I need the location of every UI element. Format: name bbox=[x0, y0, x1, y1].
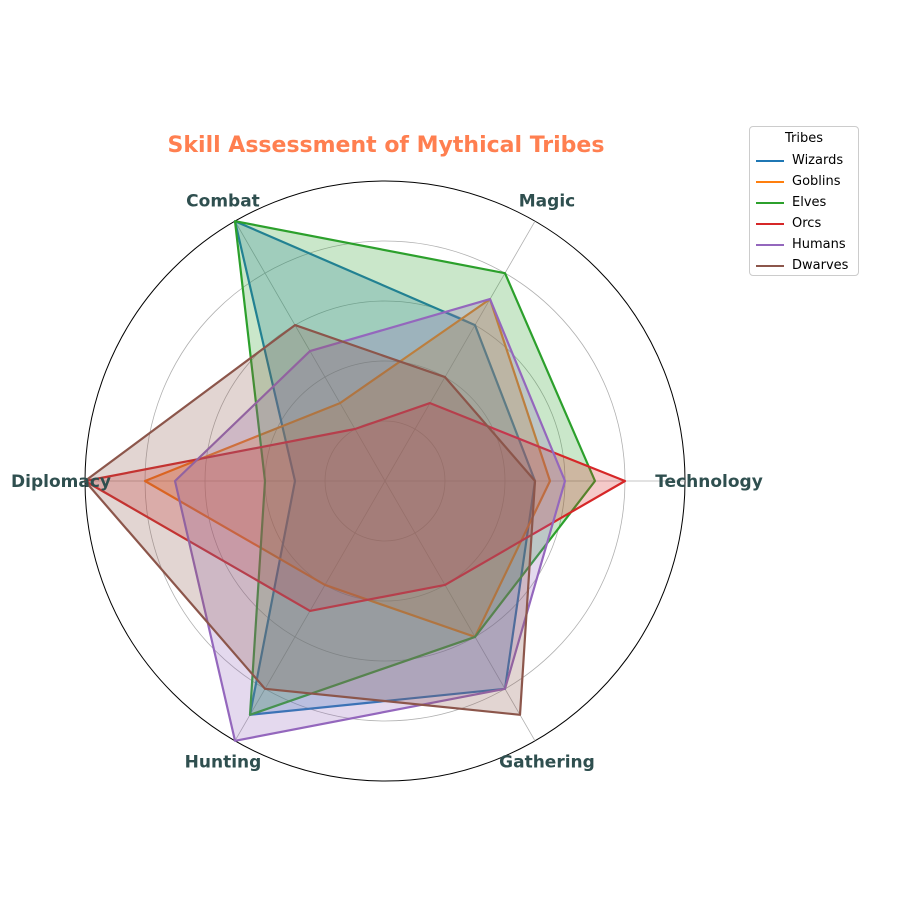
axis-label-diplomacy: Diplomacy bbox=[11, 472, 111, 492]
axis-labels: Technology Magic Combat Diplomacy Hunting Gat… bbox=[11, 191, 763, 772]
legend-item-elves: Elves bbox=[756, 192, 852, 213]
legend-label: Goblins bbox=[792, 174, 841, 189]
legend-swatch bbox=[756, 264, 784, 267]
legend-item-goblins: Goblins bbox=[756, 171, 852, 192]
legend-label: Humans bbox=[792, 237, 846, 252]
chart-title: Skill Assessment of Mythical Tribes bbox=[168, 133, 605, 158]
legend-swatch bbox=[756, 180, 784, 183]
axis-label-magic: Magic bbox=[519, 191, 575, 211]
legend-label: Elves bbox=[792, 195, 827, 210]
legend-swatch bbox=[756, 159, 784, 162]
legend-items: Wizards Goblins Elves Orcs Humans Dwarves bbox=[756, 150, 852, 276]
legend-item-wizards: Wizards bbox=[756, 150, 852, 171]
legend-item-dwarves: Dwarves bbox=[756, 255, 852, 276]
series-elves bbox=[233, 220, 597, 716]
legend-label: Dwarves bbox=[792, 258, 849, 273]
legend-label: Wizards bbox=[792, 153, 844, 168]
series-dwarves bbox=[83, 324, 537, 716]
axis-spoke bbox=[384, 480, 536, 742]
legend-swatch bbox=[756, 222, 784, 225]
legend-item-humans: Humans bbox=[756, 234, 852, 255]
legend-label: Orcs bbox=[792, 216, 822, 231]
legend-swatch bbox=[756, 243, 784, 246]
axis-label-gathering: Gathering bbox=[499, 753, 595, 773]
axis-spoke bbox=[384, 220, 536, 482]
series-layer bbox=[83, 220, 627, 742]
axis-label-hunting: Hunting bbox=[185, 753, 262, 773]
legend-swatch bbox=[756, 201, 784, 204]
axis-label-technology: Technology bbox=[655, 472, 763, 492]
axis-label-combat: Combat bbox=[186, 191, 260, 211]
legend-title: Tribes bbox=[784, 131, 823, 146]
legend: Tribes Wizards Goblins Elves Orcs Humans Dwar… bbox=[749, 126, 859, 276]
series-humans bbox=[173, 298, 567, 742]
legend-item-orcs: Orcs bbox=[756, 213, 852, 234]
